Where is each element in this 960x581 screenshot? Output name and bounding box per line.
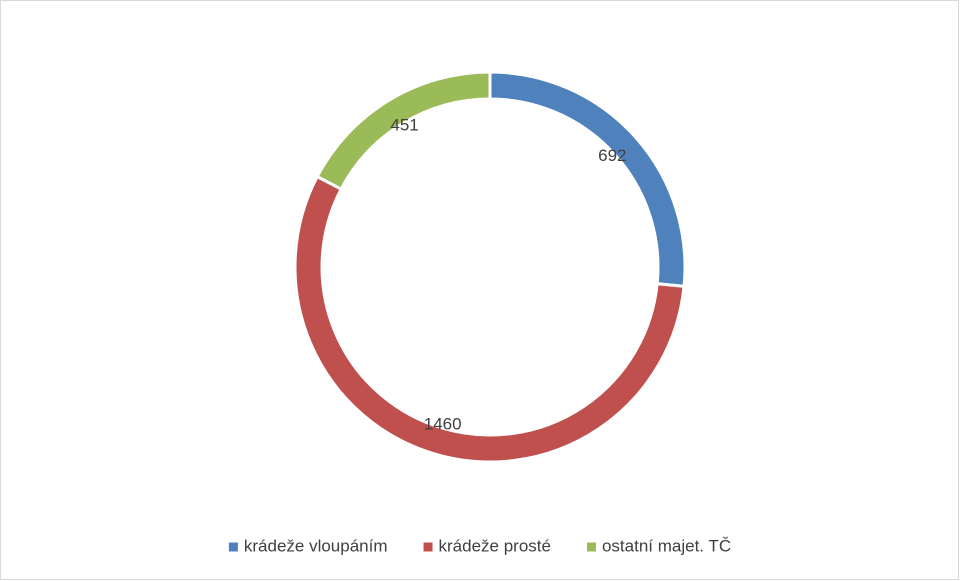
legend-swatch — [228, 542, 238, 552]
legend-label: krádeže vloupáním — [244, 536, 388, 555]
data-label: 1460 — [424, 415, 462, 434]
legend-label: ostatní majet. TČ — [602, 536, 731, 555]
data-label: 451 — [390, 115, 418, 134]
legend-label: krádeže prosté — [439, 536, 551, 555]
data-label: 692 — [598, 146, 626, 165]
donut-segment — [293, 174, 686, 464]
donut-segment — [315, 70, 492, 192]
legend-swatch — [423, 542, 433, 552]
legend-swatch — [586, 542, 596, 552]
